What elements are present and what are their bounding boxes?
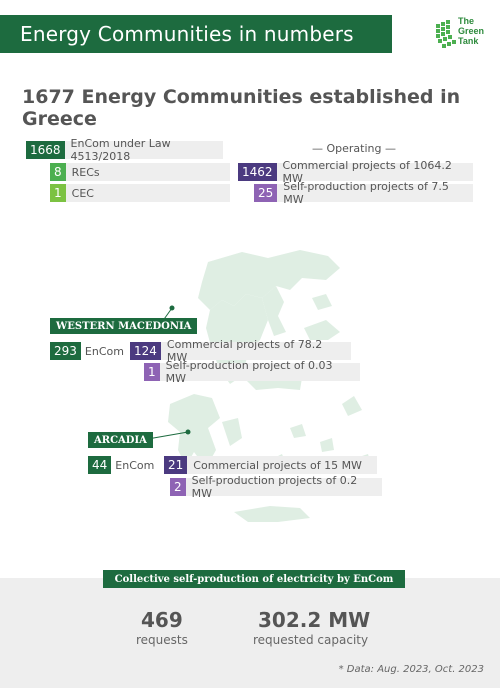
stat-label: EnCom: [115, 458, 155, 472]
stat-value: 1462: [238, 163, 277, 181]
collective-banner: Collective self-production of electricit…: [103, 570, 405, 588]
stat-value: 1: [50, 184, 66, 202]
arcadia-commercial: 21 Commercial projects of 15 MW: [164, 456, 378, 474]
arcadia-encom: 44 EnCom: [88, 456, 160, 474]
green-tank-logo-icon: [436, 20, 456, 48]
stat-label: Commercial projects of 1064.2 MW: [276, 159, 473, 185]
stat-label: EnCom under Law 4513/2018: [64, 137, 223, 163]
wm-encom: 293 EnCom: [50, 342, 130, 360]
stat-value: 293: [50, 342, 81, 360]
stat-value: 1668: [26, 141, 65, 159]
logo-line-3: Tank: [458, 36, 479, 46]
stat-value: 21: [164, 456, 188, 474]
title-banner: Energy Communities in numbers: [0, 15, 392, 53]
region-arcadia: ARCADIA: [88, 432, 153, 448]
requests-label: requests: [136, 633, 188, 647]
requests-value: 469: [141, 608, 183, 632]
footnote: * Data: Aug. 2023, Oct. 2023: [338, 664, 484, 675]
stat-encom-law: 1668 EnCom under Law 4513/2018: [26, 137, 223, 163]
capacity-label: requested capacity: [253, 633, 369, 647]
stat-label: Self-production project of 0.03 MW: [159, 359, 360, 385]
stat-label: Commercial projects of 15 MW: [187, 456, 378, 474]
stat-value: 25: [254, 184, 278, 202]
stat-value: 44: [88, 456, 112, 474]
stat-recs: 8 RECs: [50, 163, 230, 181]
stat-value: 1: [144, 363, 160, 381]
stat-label: Self-production projects of 0.2 MW: [185, 474, 382, 500]
stat-value: 2: [170, 478, 186, 496]
stat-label: CEC: [65, 184, 230, 202]
page-title: Energy Communities in numbers: [20, 22, 354, 46]
stat-label: EnCom: [84, 344, 124, 358]
operating-selfprod: 25 Self-production projects of 7.5 MW: [254, 180, 474, 206]
wm-commercial: 124 Commercial projects of 78.2 MW: [130, 338, 351, 364]
operating-heading: — Operating —: [312, 142, 396, 155]
capacity-value: 302.2 MW: [258, 608, 371, 632]
collective-section: [0, 578, 500, 688]
logo-line-2: Green: [458, 26, 485, 36]
logo-text: The Green Tank: [458, 16, 484, 46]
stat-label: Self-production projects of 7.5 MW: [277, 180, 474, 206]
operating-commercial: 1462 Commercial projects of 1064.2 MW: [238, 159, 473, 185]
arcadia-selfprod: 2 Self-production projects of 0.2 MW: [170, 474, 382, 500]
stat-value: 8: [50, 163, 66, 181]
region-western-macedonia: WESTERN MACEDONIA: [50, 318, 198, 334]
stat-cec: 1 CEC: [50, 184, 230, 202]
logo-line-1: The: [458, 16, 475, 26]
stat-value: 124: [130, 342, 161, 360]
stat-label: Commercial projects of 78.2 MW: [160, 338, 351, 364]
wm-selfprod: 1 Self-production project of 0.03 MW: [144, 359, 360, 385]
headline: 1677 Energy Communities established in G…: [22, 86, 461, 130]
stat-label: RECs: [65, 163, 230, 181]
